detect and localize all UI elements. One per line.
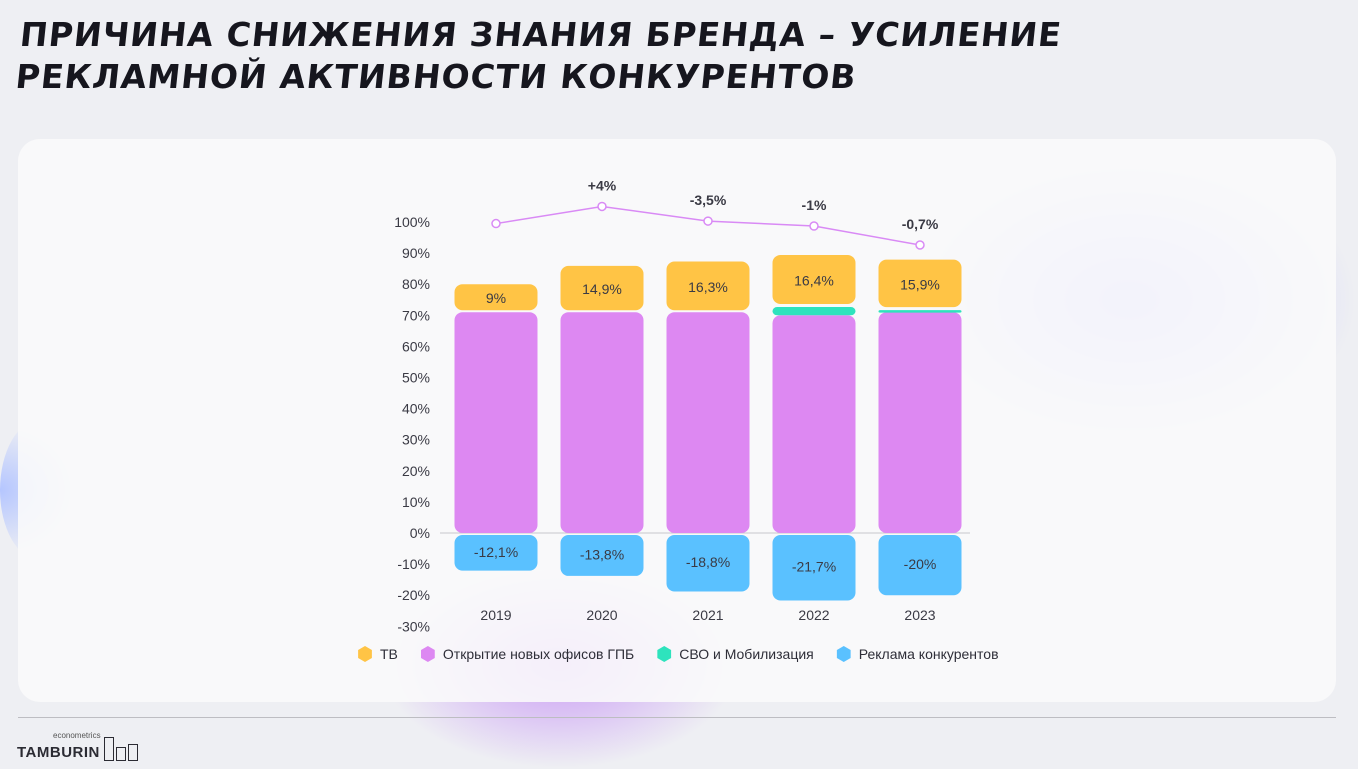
bar-label-tv: 9% <box>486 290 506 306</box>
y-tick-label: 50% <box>402 370 430 386</box>
y-tick-label: 100% <box>394 214 430 230</box>
legend-hex-icon <box>657 646 672 662</box>
trend-point <box>491 218 501 229</box>
bar-label-competitors: -21,7% <box>792 559 836 575</box>
legend-item: Реклама конкурентов <box>836 646 999 662</box>
bar-label-tv: 14,9% <box>582 281 622 297</box>
trend-label: -3,5% <box>690 192 727 208</box>
bar-offices <box>454 312 538 533</box>
chart-legend: ТВ Открытие новых офисов ГПБ СВО и Мобилиз… <box>357 646 999 662</box>
x-tick-label: 2023 <box>904 607 935 623</box>
legend-label: Открытие новых офисов ГПБ <box>442 646 635 662</box>
bar-competitors <box>878 535 962 596</box>
y-tick-label: 60% <box>402 338 430 354</box>
bar-offices <box>878 312 962 533</box>
bar-tv <box>454 284 538 311</box>
bar-tv <box>878 259 962 308</box>
bar-competitors <box>454 535 538 571</box>
y-tick-label: 10% <box>402 494 430 510</box>
y-tick-label: 40% <box>402 401 430 417</box>
bar-offices <box>560 312 644 533</box>
bar-svo <box>772 306 856 316</box>
bar-tv <box>560 265 644 311</box>
legend-label: СВО и Мобилизация <box>679 646 814 662</box>
bar-competitors <box>666 535 750 592</box>
bar-competitors <box>772 535 856 601</box>
bar-tv <box>772 254 856 304</box>
y-tick-label: 30% <box>402 432 430 448</box>
trend-label: -1% <box>802 197 827 213</box>
y-tick-label: -20% <box>397 587 430 603</box>
trend-point <box>809 221 819 231</box>
legend-label: ТВ <box>380 646 398 662</box>
x-tick-label: 2021 <box>692 607 723 623</box>
y-tick-label: 80% <box>402 276 430 292</box>
bar-label-competitors: -20% <box>904 556 937 572</box>
trend-point <box>915 240 925 250</box>
trend-label: +4% <box>588 177 617 193</box>
trend-point <box>597 201 607 212</box>
bar-label-tv: 16,3% <box>688 279 728 295</box>
bar-tv <box>666 261 750 311</box>
logo-sub: econometrics <box>53 731 101 740</box>
bar-label-tv: 16,4% <box>794 272 834 288</box>
x-tick-label: 2022 <box>798 607 829 623</box>
legend-hex-icon <box>358 646 372 662</box>
logo: econometrics TAMBURIN <box>17 731 138 761</box>
y-tick-label: 0% <box>410 525 430 541</box>
y-tick-label: 90% <box>402 245 430 261</box>
legend-label: Реклама конкурентов <box>858 646 999 662</box>
legend-item: Открытие новых офисов ГПБ <box>420 646 634 662</box>
bar-label-competitors: -13,8% <box>580 546 624 562</box>
trend-point <box>703 216 713 226</box>
y-tick-label: 70% <box>402 307 430 323</box>
footer-divider <box>18 717 1336 718</box>
bar-label-tv: 15,9% <box>900 276 940 292</box>
legend-item: СВО и Мобилизация <box>656 646 814 662</box>
y-tick-label: -10% <box>397 556 430 572</box>
logo-bars-icon <box>103 737 138 761</box>
bar-offices <box>772 315 856 533</box>
legend-item: ТВ <box>357 646 398 662</box>
bar-label-competitors: -18,8% <box>686 554 730 570</box>
bar-offices <box>666 312 750 533</box>
legend-hex-icon <box>421 646 435 662</box>
y-tick-label: 20% <box>402 463 430 479</box>
bar-label-competitors: -12,1% <box>474 544 518 560</box>
x-tick-label: 2019 <box>480 607 511 623</box>
y-tick-label: -30% <box>397 618 430 634</box>
legend-hex-icon <box>836 646 851 662</box>
bar-competitors <box>560 535 644 576</box>
bar-svo <box>878 310 962 313</box>
trend-label: -0,7% <box>902 216 939 232</box>
x-tick-label: 2020 <box>586 607 617 623</box>
logo-name: TAMBURIN <box>17 744 100 761</box>
